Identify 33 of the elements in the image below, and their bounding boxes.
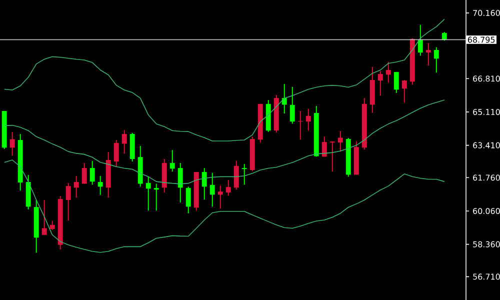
candlestick bbox=[290, 86, 295, 124]
candlestick bbox=[434, 46, 439, 74]
candlestick bbox=[10, 131, 15, 156]
candlestick bbox=[202, 168, 207, 200]
candlestick bbox=[146, 176, 151, 212]
candlestick bbox=[322, 136, 327, 158]
candlestick bbox=[154, 183, 159, 212]
candlestick bbox=[50, 220, 55, 230]
candlestick bbox=[242, 163, 247, 186]
candlestick bbox=[330, 140, 335, 172]
candlestick bbox=[82, 162, 87, 184]
candlestick bbox=[306, 108, 311, 132]
candlestick bbox=[394, 71, 399, 94]
candlestick bbox=[210, 172, 215, 208]
candlestick bbox=[98, 175, 103, 196]
candlestick bbox=[90, 160, 95, 186]
candlestick bbox=[122, 130, 127, 154]
candlestick bbox=[114, 140, 119, 168]
candlestick bbox=[234, 160, 239, 190]
candlestick bbox=[338, 130, 343, 152]
candlestick bbox=[186, 186, 191, 214]
candlestick bbox=[402, 80, 407, 104]
candlestick bbox=[378, 70, 383, 96]
candlestick bbox=[418, 24, 423, 56]
candlestick bbox=[178, 162, 183, 204]
candlestick bbox=[218, 185, 223, 210]
candlestick bbox=[170, 150, 175, 172]
candlestick bbox=[66, 182, 71, 222]
candlestick bbox=[226, 180, 231, 196]
candlestick bbox=[74, 175, 79, 198]
candlestick bbox=[42, 200, 47, 236]
candlestick bbox=[386, 61, 391, 84]
candlestick bbox=[426, 42, 431, 66]
